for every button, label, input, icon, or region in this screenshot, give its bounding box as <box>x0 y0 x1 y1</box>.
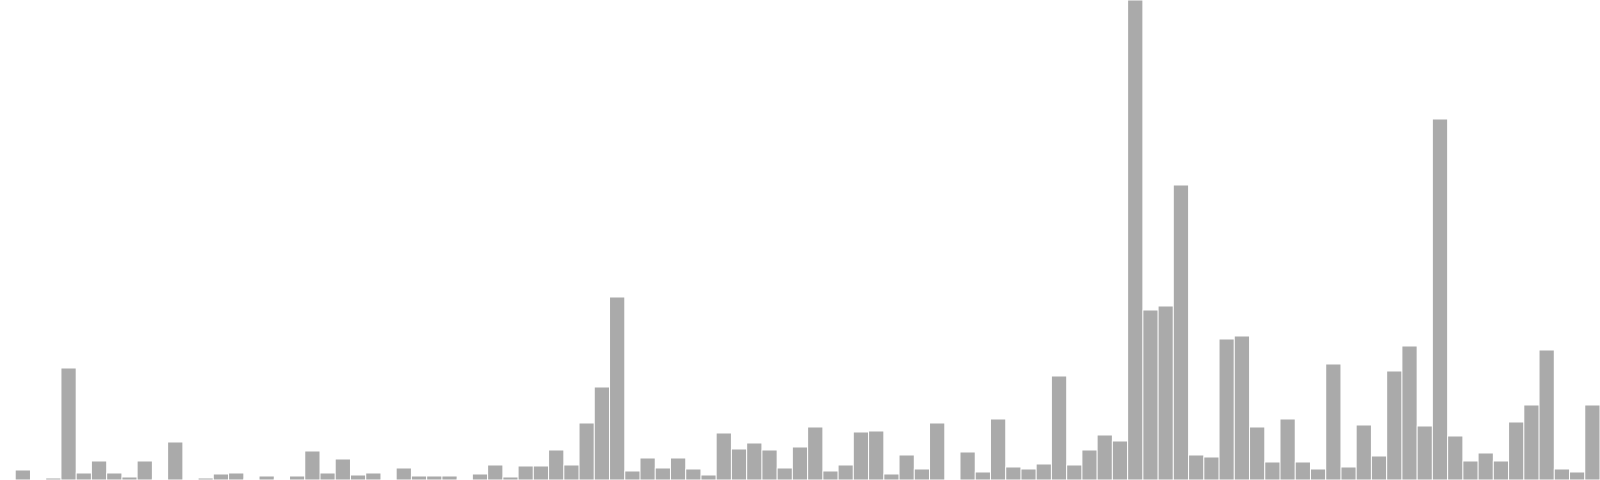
bar <box>685 468 702 480</box>
bar <box>1355 424 1372 480</box>
bar <box>1035 463 1052 480</box>
bar <box>1066 464 1083 480</box>
bar <box>593 386 611 480</box>
bar <box>1249 426 1266 480</box>
bar <box>304 450 321 480</box>
bar <box>1172 184 1190 480</box>
bar <box>1203 456 1220 480</box>
bar <box>578 422 595 480</box>
bar <box>487 464 504 480</box>
bar <box>258 475 275 480</box>
bar <box>898 454 915 480</box>
bar <box>1523 404 1540 480</box>
bar <box>1127 0 1144 480</box>
bar <box>624 470 641 480</box>
bar <box>776 467 793 480</box>
bar <box>365 472 382 480</box>
bar <box>1492 460 1510 480</box>
bar <box>730 448 748 480</box>
bar <box>715 432 732 480</box>
bar <box>471 473 489 480</box>
bar <box>426 475 443 480</box>
bar <box>1050 375 1068 480</box>
bar <box>167 441 184 480</box>
bar <box>1264 461 1281 480</box>
bar <box>1569 471 1586 480</box>
bar <box>654 467 671 480</box>
bar <box>974 471 991 480</box>
bar <box>441 475 458 480</box>
bar <box>1096 434 1113 480</box>
bar <box>1309 468 1327 480</box>
bar <box>136 460 153 480</box>
bar <box>1462 460 1479 480</box>
bar <box>669 457 687 480</box>
bar <box>106 472 123 480</box>
bar <box>1005 466 1022 480</box>
bar <box>1401 345 1418 480</box>
bar <box>410 475 428 480</box>
bar <box>1081 449 1098 480</box>
bar <box>1157 305 1174 480</box>
bar <box>929 422 946 480</box>
bar <box>1294 461 1311 480</box>
bar <box>837 464 854 480</box>
bar <box>1508 421 1525 480</box>
bar <box>1477 452 1494 480</box>
bar <box>822 470 839 480</box>
bar <box>212 473 230 480</box>
bar <box>1340 466 1357 480</box>
bar <box>1020 468 1037 480</box>
bar <box>1218 338 1235 480</box>
bar <box>639 457 656 480</box>
bar <box>14 469 31 480</box>
bar <box>807 426 824 480</box>
bar <box>1538 349 1555 480</box>
bar <box>700 474 717 480</box>
bar <box>1188 454 1205 480</box>
bar <box>75 472 92 480</box>
bar <box>1325 363 1342 480</box>
bar <box>1233 335 1251 480</box>
bar <box>563 464 580 480</box>
bar <box>959 451 976 480</box>
bar <box>1431 118 1449 480</box>
bar <box>868 430 885 480</box>
bar <box>989 418 1007 480</box>
bar <box>1553 468 1571 480</box>
bar <box>609 296 626 480</box>
bar <box>395 467 412 480</box>
bar <box>746 442 763 480</box>
bar <box>1370 455 1388 480</box>
bar <box>883 473 900 480</box>
bar <box>319 472 336 480</box>
bar <box>60 367 77 480</box>
bar <box>1142 309 1159 480</box>
bar <box>90 460 108 480</box>
bar <box>517 465 534 480</box>
bar <box>548 449 565 480</box>
bar <box>289 475 306 480</box>
bar <box>1386 370 1403 480</box>
bar <box>852 431 870 480</box>
bar <box>1584 404 1600 480</box>
bar-series <box>14 0 1600 480</box>
bar <box>913 468 931 480</box>
bar <box>532 465 550 480</box>
bar <box>228 472 245 480</box>
bar <box>334 458 351 480</box>
bar <box>1447 435 1464 480</box>
bar <box>1279 418 1296 480</box>
bar <box>1416 425 1433 480</box>
bar <box>1111 440 1129 480</box>
bar <box>349 474 367 480</box>
bar <box>791 446 809 480</box>
bar <box>761 449 778 480</box>
